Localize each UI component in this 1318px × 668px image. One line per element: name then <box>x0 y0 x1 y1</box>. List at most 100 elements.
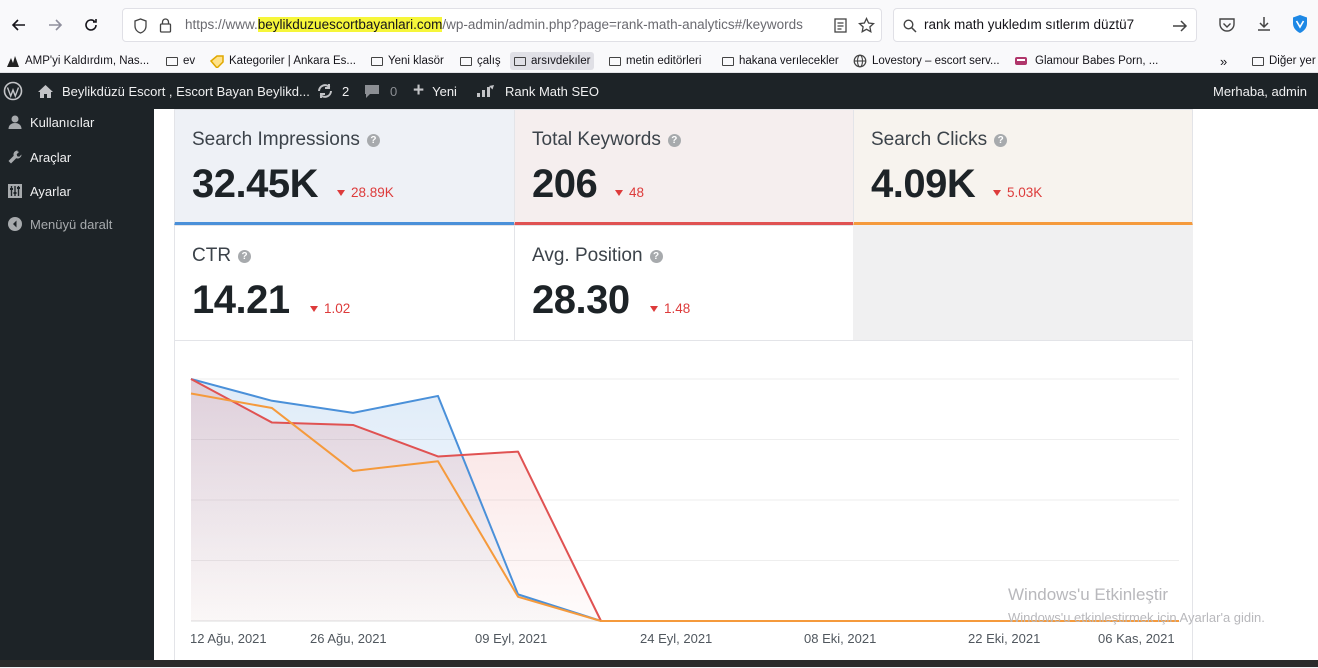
help-icon[interactable]: ? <box>366 133 380 147</box>
tag-icon <box>210 54 224 68</box>
amp-icon <box>7 55 19 67</box>
stat-card-impressions[interactable]: Search Impressions? 32.45K 28.89K <box>174 109 515 226</box>
bookmark-label: ev <box>183 55 196 67</box>
collapse-menu-button[interactable]: Menüyü daralt <box>0 209 154 239</box>
rankmath-menu-link[interactable]: Rank Math SEO <box>476 73 599 109</box>
bookmark-item[interactable]: arsıvdekıler <box>510 52 595 70</box>
updates-link[interactable]: 2 <box>316 73 349 109</box>
help-icon[interactable]: ? <box>649 249 663 263</box>
stat-title: Avg. Position? <box>532 245 663 267</box>
bookmark-item[interactable]: AMP'yi Kaldırdım, Nas... <box>6 52 149 70</box>
stat-title: Search Impressions? <box>192 129 380 151</box>
help-icon[interactable]: ? <box>238 249 252 263</box>
stat-title-text: Search Impressions <box>192 129 360 150</box>
stat-delta: 28.89K <box>337 185 394 200</box>
new-content-link[interactable]: + Yeni <box>413 73 457 109</box>
search-bar[interactable]: rank math yukledım sıtlerım düztü7 <box>893 8 1197 42</box>
wp-logo-button[interactable] <box>0 73 26 109</box>
search-go-arrow-icon[interactable] <box>1172 19 1188 33</box>
bookmarks-bar: AMP'yi Kaldırdım, Nas... ev Kategoriler … <box>0 50 1318 73</box>
empty-card-slot <box>853 225 1193 341</box>
bookmark-item[interactable]: Lovestory – escort serv... <box>853 52 1000 70</box>
bookmark-star-icon[interactable] <box>858 17 875 34</box>
search-icon <box>903 19 917 33</box>
reader-view-icon[interactable] <box>834 18 847 33</box>
analytics-chart[interactable] <box>174 340 1193 667</box>
reload-button[interactable] <box>78 12 104 38</box>
series-line <box>190 392 1179 622</box>
folder-icon <box>514 56 526 66</box>
url-bar[interactable]: https://www.beylikduzuescortbayanlari.co… <box>122 8 882 42</box>
bookmark-item[interactable]: ev <box>166 52 195 70</box>
sidebar-item-settings[interactable]: Ayarlar <box>0 176 154 206</box>
bookmark-item[interactable]: metin editörleri <box>609 52 701 70</box>
wordpress-logo-icon <box>3 81 23 101</box>
updates-icon <box>318 84 332 98</box>
x-tick-label: 06 Kas, 2021 <box>1098 631 1175 646</box>
stat-value: 32.45K <box>192 162 318 206</box>
stat-value: 14.21 <box>192 278 290 322</box>
home-icon <box>38 84 53 98</box>
stat-title: Search Clicks? <box>871 129 1008 151</box>
x-tick-label: 12 Ağu, 2021 <box>190 631 267 646</box>
double-chevron-icon: » <box>1220 53 1228 69</box>
x-tick-label: 26 Ağu, 2021 <box>310 631 387 646</box>
stat-card-keywords[interactable]: Total Keywords? 206 48 <box>514 109 854 226</box>
stat-title-text: Avg. Position <box>532 245 643 266</box>
activation-watermark-title: Windows'u Etkinleştir <box>1008 585 1169 604</box>
sidebar-item-tools[interactable]: Araçlar <box>0 142 154 172</box>
plus-icon: + <box>413 80 425 101</box>
bookmark-item[interactable]: Kategoriler | Ankara Es... <box>210 52 356 70</box>
bookmark-item[interactable]: hakana verılecekler <box>722 52 839 70</box>
os-taskbar <box>0 660 1318 667</box>
sidebar-item-users[interactable]: Kullanıcılar <box>0 107 154 137</box>
series-area <box>191 393 1179 621</box>
comments-link[interactable]: 0 <box>364 73 397 109</box>
my-account-link[interactable]: Merhaba, admin <box>1213 73 1307 109</box>
bookmark-item[interactable]: çalış <box>460 52 501 70</box>
chart-canvas <box>190 378 1179 622</box>
back-button[interactable] <box>6 12 32 38</box>
url-path: /wp-admin/admin.php?page=rank-math-analy… <box>442 17 803 32</box>
x-tick-label: 22 Eki, 2021 <box>968 631 1041 646</box>
url-prefix: https://www. <box>185 17 258 32</box>
down-triangle-icon <box>310 305 318 312</box>
stat-value: 206 <box>532 162 598 206</box>
folder-icon <box>609 56 621 66</box>
folder-icon <box>1252 56 1264 66</box>
stat-card-clicks[interactable]: Search Clicks? 4.09K 5.03K <box>853 109 1193 226</box>
settings-icon <box>0 183 30 199</box>
new-label: Yeni <box>432 83 457 99</box>
bookmark-label: Glamour Babes Porn, ... <box>1035 55 1159 67</box>
stat-delta-text: 1.02 <box>324 301 351 316</box>
other-bookmarks[interactable]: Diğer yer <box>1252 52 1316 70</box>
help-icon[interactable]: ? <box>994 133 1008 147</box>
admin-sidebar: Kullanıcılar Araçlar Ayarlar Menüyü dara… <box>0 109 154 667</box>
stat-card-ctr[interactable]: CTR? 14.21 1.02 <box>174 225 515 341</box>
pocket-icon[interactable] <box>1218 16 1236 34</box>
bookmarks-overflow-button[interactable]: » <box>1220 52 1237 70</box>
folder-icon <box>460 56 472 66</box>
folder-icon <box>166 56 178 66</box>
stat-card-position[interactable]: Avg. Position? 28.30 1.48 <box>514 225 854 341</box>
bookmark-item[interactable]: Glamour Babes Porn, ... <box>1014 52 1158 70</box>
sidebar-item-label: Ayarlar <box>30 183 71 199</box>
back-arrow-icon <box>11 19 25 31</box>
x-tick-label: 08 Eki, 2021 <box>804 631 877 646</box>
stat-title-text: Total Keywords <box>532 129 661 150</box>
forward-button[interactable] <box>42 12 68 38</box>
site-name-link[interactable]: Beylikdüzü Escort , Escort Bayan Beylikd… <box>37 73 310 109</box>
site-name: Beylikdüzü Escort , Escort Bayan Beylikd… <box>62 83 310 99</box>
site-icon <box>1015 57 1027 65</box>
help-icon[interactable]: ? <box>667 133 681 147</box>
stat-delta-text: 48 <box>629 185 645 200</box>
greeting: Merhaba, admin <box>1213 83 1307 99</box>
stat-delta: 1.02 <box>310 301 350 316</box>
vpn-shield-icon[interactable] <box>1291 14 1309 34</box>
downloads-icon[interactable] <box>1255 15 1273 33</box>
sidebar-item-label: Kullanıcılar <box>30 114 95 130</box>
forward-arrow-icon <box>49 19 63 31</box>
user-icon <box>0 114 30 130</box>
bookmark-item[interactable]: Yeni klasör <box>371 52 444 70</box>
stat-delta-text: 5.03K <box>1007 185 1043 200</box>
